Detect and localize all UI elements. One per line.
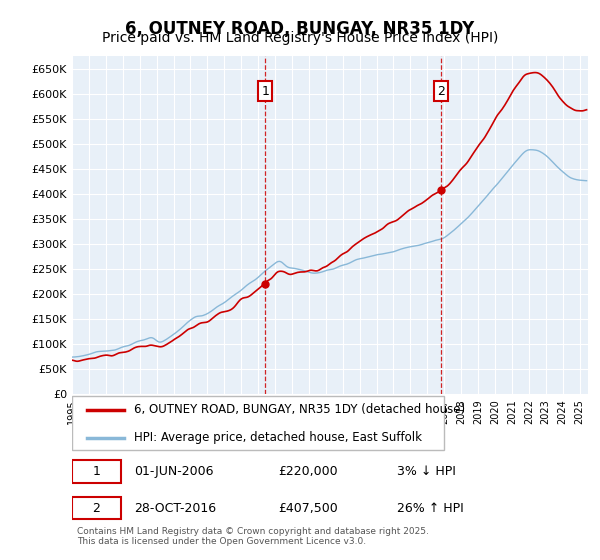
Text: Contains HM Land Registry data © Crown copyright and database right 2025.
This d: Contains HM Land Registry data © Crown c…: [77, 527, 429, 547]
FancyBboxPatch shape: [72, 497, 121, 520]
Text: 1: 1: [92, 465, 100, 478]
Text: 2: 2: [437, 85, 445, 97]
Text: Price paid vs. HM Land Registry's House Price Index (HPI): Price paid vs. HM Land Registry's House …: [102, 31, 498, 45]
Text: 2: 2: [92, 502, 100, 515]
Text: 1: 1: [261, 85, 269, 97]
Text: 26% ↑ HPI: 26% ↑ HPI: [397, 502, 464, 515]
Text: HPI: Average price, detached house, East Suffolk: HPI: Average price, detached house, East…: [134, 431, 422, 444]
Text: 28-OCT-2016: 28-OCT-2016: [134, 502, 216, 515]
Text: £407,500: £407,500: [278, 502, 338, 515]
Text: £220,000: £220,000: [278, 465, 338, 478]
FancyBboxPatch shape: [72, 460, 121, 483]
Text: 3% ↓ HPI: 3% ↓ HPI: [397, 465, 456, 478]
Text: 6, OUTNEY ROAD, BUNGAY, NR35 1DY: 6, OUTNEY ROAD, BUNGAY, NR35 1DY: [125, 20, 475, 38]
FancyBboxPatch shape: [72, 396, 443, 450]
Text: 6, OUTNEY ROAD, BUNGAY, NR35 1DY (detached house): 6, OUTNEY ROAD, BUNGAY, NR35 1DY (detach…: [134, 403, 465, 416]
Text: 01-JUN-2006: 01-JUN-2006: [134, 465, 214, 478]
